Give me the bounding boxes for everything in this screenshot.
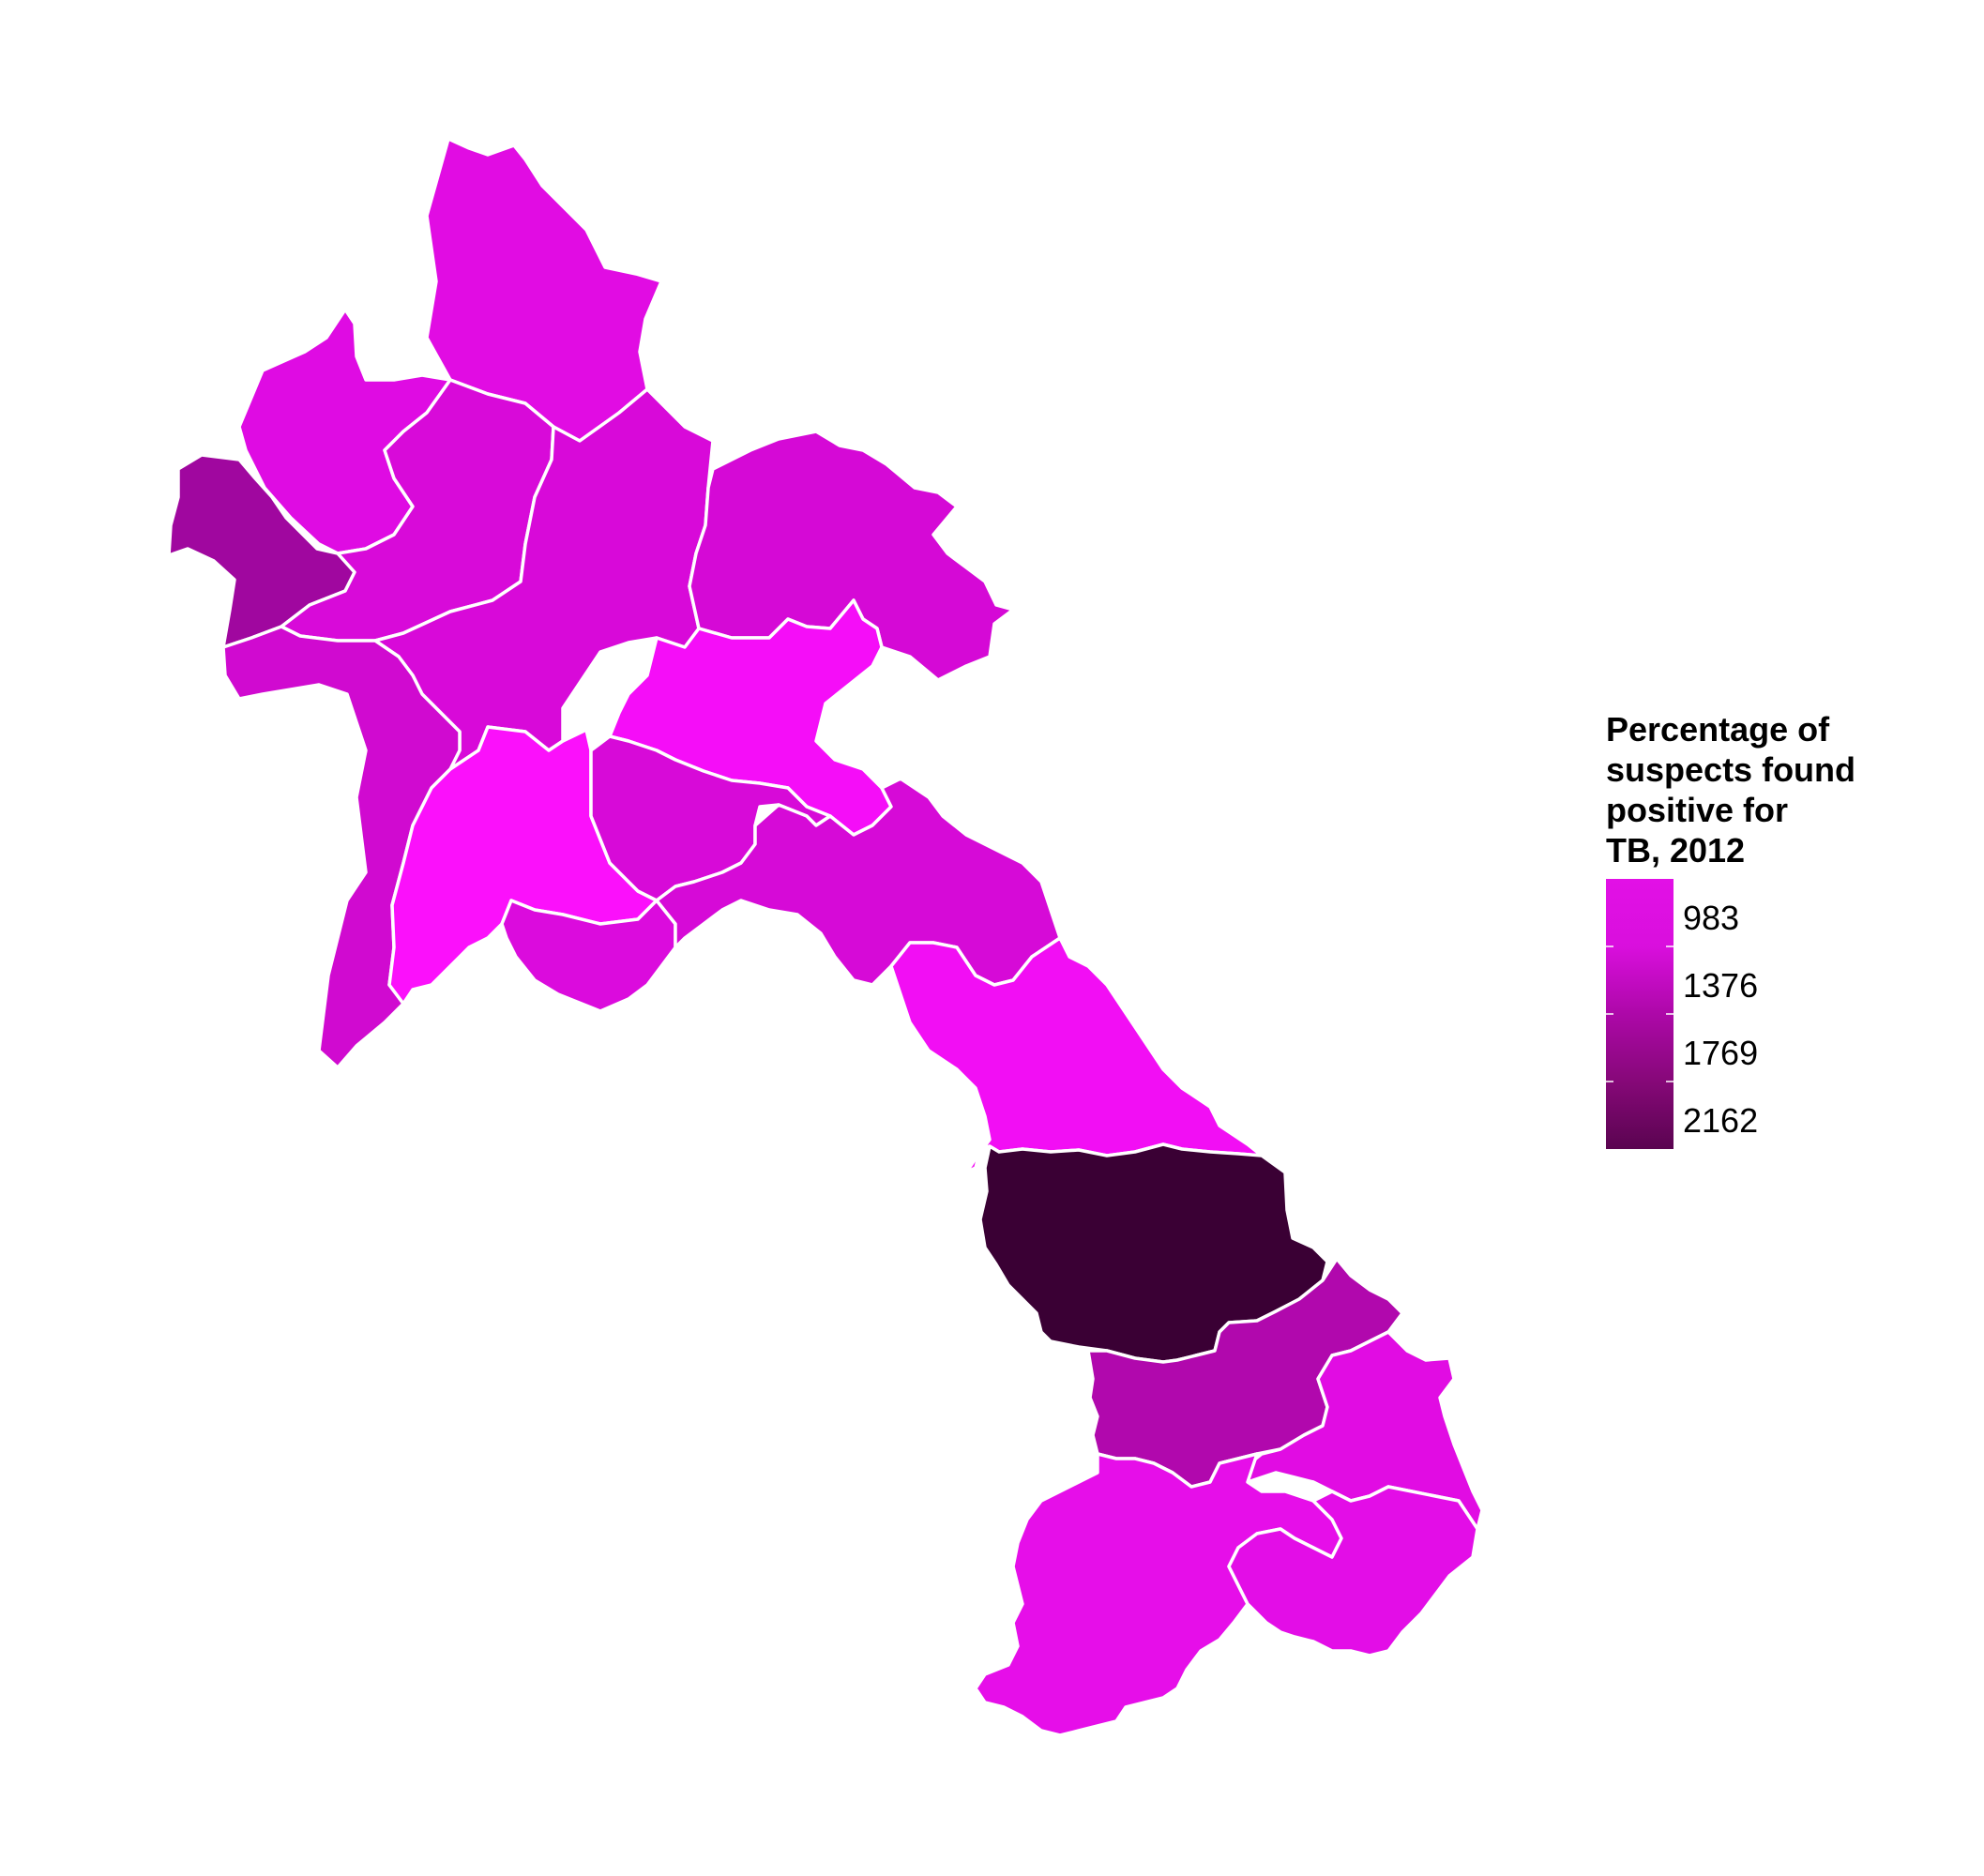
legend: Percentage of suspects found positive fo… (1606, 709, 1856, 1149)
region-khammouan (889, 936, 1264, 1174)
region-attapeu (1227, 1485, 1479, 1657)
region-sainyabuli (221, 625, 462, 1069)
legend-colorbar (1606, 879, 1674, 1149)
legend-label-983: 983 (1683, 899, 1740, 937)
region-champasak (974, 1452, 1343, 1737)
legend-colorbar-fill (1606, 879, 1674, 1149)
region-vientiane-capital (500, 899, 677, 1013)
legend-label-1376: 1376 (1683, 966, 1759, 1005)
legend-label-2162: 2162 (1683, 1101, 1759, 1140)
legend-label-1769: 1769 (1683, 1034, 1759, 1072)
legend-labels: 983 1376 1769 2162 (1606, 879, 1812, 1149)
legend-title: Percentage of suspects found positive fo… (1606, 710, 1856, 870)
region-sekong (1236, 1330, 1484, 1531)
